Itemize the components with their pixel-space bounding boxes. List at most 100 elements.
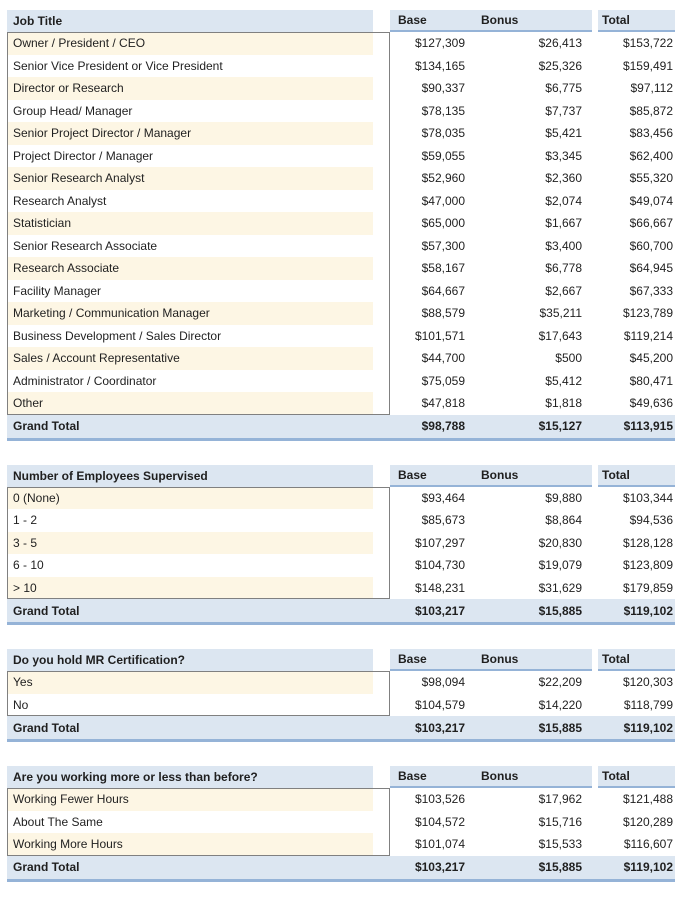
row-bonus-value: $2,667	[545, 283, 582, 298]
row-bonus-value: $14,220	[538, 697, 582, 712]
row-spacer	[373, 531, 390, 554]
row-total-value: $97,112	[630, 81, 674, 96]
row-label: Owner / President / CEO	[7, 32, 373, 55]
row-bonus-value: $6,778	[545, 261, 582, 276]
grand-total-label: Grand Total	[13, 603, 80, 618]
row-bonus-value: $31,629	[538, 580, 582, 595]
row-bonus-value: $3,400	[545, 238, 582, 253]
row-spacer	[373, 302, 390, 325]
table-row: Research Analyst $47,000 $2,074 $49,074	[7, 189, 675, 212]
row-label: Research Analyst	[7, 189, 373, 212]
row-bonus-value: $6,775	[545, 81, 582, 96]
row-base-value: $107,297	[414, 535, 465, 550]
row-total-value: $67,333	[629, 283, 673, 298]
table-row: 6 - 10 $104,730 $19,079 $123,809	[7, 554, 675, 577]
row-label: Other	[7, 392, 373, 415]
row-total-value: $80,471	[629, 373, 673, 388]
row-total-value: $45,200	[629, 351, 673, 366]
grand-total-label: Grand Total	[13, 419, 80, 433]
grand-total-row: Grand Total $103,217 $15,885 $119,102	[7, 855, 675, 882]
header-spacer	[373, 464, 390, 487]
row-total-value: $55,320	[629, 171, 673, 186]
header-spacer	[373, 649, 390, 671]
row-total-value: $153,722	[622, 36, 673, 51]
row-label: Project Director / Manager	[7, 144, 373, 167]
row-spacer	[373, 144, 390, 167]
row-total-value: $128,128	[622, 535, 673, 550]
grand-total-bonus: $15,885	[538, 860, 582, 874]
salary-table-employees-supervised: Number of Employees Supervised Base Bonu…	[7, 464, 675, 625]
column-header-bonus: Bonus	[481, 13, 519, 27]
row-total-value: $66,667	[629, 216, 673, 231]
table-body: 0 (None) $93,464 $9,880 $103,344 1 - 2 $85,67…	[7, 486, 675, 599]
row-base-value: $47,000	[421, 193, 465, 208]
column-header-base: Base	[398, 467, 427, 482]
row-spacer	[373, 369, 390, 392]
header-underline-group: Base Bonus	[390, 766, 592, 788]
row-base-value: $58,167	[421, 261, 465, 276]
row-bonus-value: $500	[555, 351, 582, 366]
row-base-value: $104,579	[414, 697, 465, 712]
row-base-value: $103,526	[414, 792, 465, 807]
grand-total-bonus: $15,885	[538, 603, 582, 618]
column-header-base: Base	[398, 652, 427, 666]
row-bonus-value: $20,830	[538, 535, 582, 550]
row-total-value: $120,289	[622, 814, 673, 829]
table-row: Senior Research Associate $57,300 $3,400 $6…	[7, 234, 675, 257]
table-row: Administrator / Coordinator $75,059 $5,412…	[7, 369, 675, 392]
row-base-value: $90,337	[421, 81, 465, 96]
row-spacer	[373, 54, 390, 77]
row-base-value: $148,231	[414, 580, 465, 595]
table-row: Working Fewer Hours $103,526 $17,962 $121,4…	[7, 788, 675, 811]
row-total-value: $49,636	[629, 396, 673, 411]
row-total-value: $60,700	[629, 238, 673, 253]
row-label: Senior Research Analyst	[7, 167, 373, 190]
row-base-value: $104,730	[414, 558, 465, 573]
row-total-value: $85,872	[629, 103, 673, 118]
row-base-value: $134,165	[414, 58, 465, 73]
table-row: 0 (None) $93,464 $9,880 $103,344	[7, 486, 675, 509]
row-label: Business Development / Sales Director	[7, 324, 373, 347]
row-base-value: $93,464	[421, 490, 465, 505]
row-label: Marketing / Communication Manager	[7, 302, 373, 325]
table-header-row: Are you working more or less than before…	[7, 766, 675, 788]
row-total-value: $116,607	[623, 837, 673, 852]
table-row: Senior Research Analyst $52,960 $2,360 $55,…	[7, 167, 675, 190]
grand-total-row: Grand Total $103,217 $15,885 $119,102	[7, 716, 675, 742]
row-base-value: $65,000	[421, 216, 465, 231]
header-gap	[592, 766, 598, 788]
table-row: Business Development / Sales Director $10…	[7, 324, 675, 347]
row-spacer	[373, 693, 390, 716]
row-base-value: $59,055	[421, 148, 465, 163]
row-spacer	[373, 32, 390, 55]
table-row: Owner / President / CEO $127,309 $26,413 $1…	[7, 32, 675, 55]
row-label: Statistician	[7, 212, 373, 235]
row-base-value: $44,700	[421, 351, 465, 366]
row-label: Yes	[7, 671, 373, 694]
row-label: Working Fewer Hours	[7, 788, 373, 811]
row-label: 6 - 10	[7, 554, 373, 577]
row-total-value: $119,214	[623, 328, 673, 343]
table-row: Senior Project Director / Manager $78,035…	[7, 122, 675, 145]
row-total-value: $103,344	[622, 490, 673, 505]
row-base-value: $75,059	[421, 373, 465, 388]
row-bonus-value: $3,345	[545, 148, 582, 163]
row-spacer	[373, 392, 390, 415]
row-base-value: $57,300	[421, 238, 465, 253]
grand-total-base: $103,217	[414, 603, 465, 618]
column-header-total: Total	[598, 649, 675, 671]
table-header-row: Job Title Base Bonus Total	[7, 10, 675, 32]
row-bonus-value: $15,716	[538, 814, 582, 829]
row-base-value: $64,667	[421, 283, 465, 298]
row-spacer	[373, 324, 390, 347]
table-row: Project Director / Manager $59,055 $3,345 $…	[7, 144, 675, 167]
table-row: 1 - 2 $85,673 $8,864 $94,536	[7, 509, 675, 532]
table-row: Research Associate $58,167 $6,778 $64,945	[7, 257, 675, 280]
table-row: Yes $98,094 $22,209 $120,303	[7, 671, 675, 694]
table-row: Other $47,818 $1,818 $49,636	[7, 392, 675, 415]
table-row: Marketing / Communication Manager $88,579…	[7, 302, 675, 325]
table-row: Director or Research $90,337 $6,775 $97,112	[7, 77, 675, 100]
row-label: Group Head/ Manager	[7, 99, 373, 122]
row-bonus-value: $17,643	[538, 328, 582, 343]
table-row: No $104,579 $14,220 $118,799	[7, 693, 675, 716]
